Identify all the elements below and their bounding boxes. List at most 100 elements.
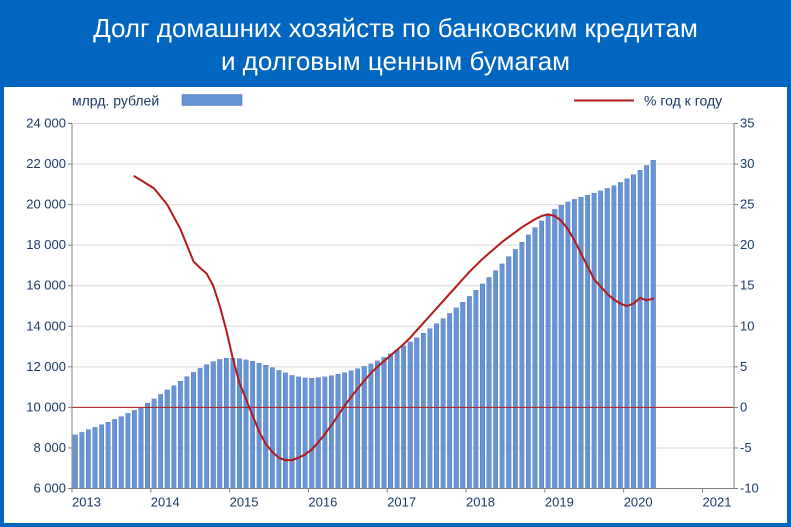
bar: [539, 221, 544, 489]
bar: [316, 378, 321, 489]
y-left-tick-label: 12 000: [26, 359, 66, 374]
bar: [414, 338, 419, 489]
bar: [644, 165, 649, 488]
bar: [480, 284, 485, 489]
bar: [329, 376, 334, 489]
y-right-tick-label: 10: [740, 318, 754, 333]
chart-svg: 6 0008 00010 00012 00014 00016 00018 000…: [4, 87, 787, 523]
bar: [178, 381, 183, 488]
bar: [132, 410, 137, 488]
bar: [487, 277, 492, 488]
x-tick-label: 2019: [545, 495, 574, 510]
bar: [73, 435, 78, 489]
bar: [119, 417, 124, 489]
y-left-tick-label: 6 000: [33, 481, 66, 496]
bar: [566, 202, 571, 489]
x-tick-label: 2016: [308, 495, 337, 510]
bar: [441, 319, 446, 489]
y-left-tick-label: 14 000: [26, 318, 66, 333]
legend-right-label: % год к году: [644, 93, 722, 109]
bar: [408, 342, 413, 489]
bar: [270, 368, 275, 489]
bar: [296, 377, 301, 489]
x-tick-label: 2021: [703, 495, 732, 510]
bar: [185, 377, 190, 489]
y-right-tick-label: 25: [740, 197, 754, 212]
bar: [447, 313, 452, 488]
y-right-tick-label: 0: [740, 399, 747, 414]
chart-area: 6 0008 00010 00012 00014 00016 00018 000…: [4, 87, 787, 523]
bar: [592, 193, 597, 488]
bar: [126, 413, 131, 488]
y-left-tick-label: 8 000: [33, 440, 66, 455]
x-tick-label: 2014: [151, 495, 180, 510]
bar: [224, 358, 229, 488]
bar: [401, 346, 406, 489]
x-tick-label: 2017: [387, 495, 416, 510]
bar: [99, 425, 104, 489]
bar: [559, 205, 564, 488]
bar: [231, 358, 236, 488]
bar: [362, 366, 367, 488]
bar: [139, 407, 144, 489]
y-right-tick-label: -5: [740, 440, 752, 455]
bar: [618, 182, 623, 488]
x-tick-label: 2020: [624, 495, 653, 510]
bar: [631, 175, 636, 489]
bar: [467, 296, 472, 488]
bar: [612, 186, 617, 489]
x-tick-label: 2018: [466, 495, 495, 510]
bar: [158, 394, 163, 488]
bar: [520, 242, 525, 488]
bar: [454, 308, 459, 489]
bar: [211, 362, 216, 489]
chart-title-line2: и долговым ценным бумагам: [14, 45, 777, 78]
bar: [106, 422, 111, 489]
bar: [513, 249, 518, 488]
bar: [474, 290, 479, 488]
bar: [585, 195, 590, 488]
bar: [533, 228, 538, 489]
bar: [204, 365, 209, 489]
bar: [290, 375, 295, 488]
bar: [342, 373, 347, 489]
y-right-tick-label: 15: [740, 278, 754, 293]
bar: [349, 371, 354, 489]
bar: [244, 360, 249, 489]
x-tick-label: 2015: [230, 495, 259, 510]
bar: [303, 378, 308, 489]
chart-title: Долг домашних хозяйств по банковским кре…: [4, 4, 787, 87]
bar: [388, 354, 393, 489]
bar: [434, 324, 439, 489]
x-tick-label: 2013: [72, 495, 101, 510]
bar: [638, 170, 643, 488]
bar: [250, 361, 255, 488]
bar: [172, 386, 177, 489]
bar: [165, 390, 170, 489]
bar: [152, 399, 157, 489]
y-right-tick-label: 5: [740, 359, 747, 374]
bar: [336, 374, 341, 488]
bar: [198, 368, 203, 488]
bar: [369, 364, 374, 489]
bar: [191, 372, 196, 488]
y-right-tick-label: -10: [740, 481, 759, 496]
bar: [651, 160, 656, 489]
bar: [526, 235, 531, 489]
bar: [283, 373, 288, 489]
bar: [605, 188, 610, 488]
bar: [277, 370, 282, 488]
bar: [460, 302, 465, 488]
chart-frame: Долг домашних хозяйств по банковским кре…: [0, 0, 791, 527]
bar: [500, 264, 505, 489]
legend-left-label: млрд. рублей: [72, 93, 159, 109]
bar: [375, 361, 380, 489]
y-left-tick-label: 18 000: [26, 237, 66, 252]
bar: [93, 427, 98, 488]
bar: [552, 209, 557, 488]
bar: [506, 257, 511, 489]
bar: [217, 359, 222, 488]
y-left-tick-label: 24 000: [26, 116, 66, 131]
bar: [145, 403, 150, 488]
bar: [309, 378, 314, 489]
